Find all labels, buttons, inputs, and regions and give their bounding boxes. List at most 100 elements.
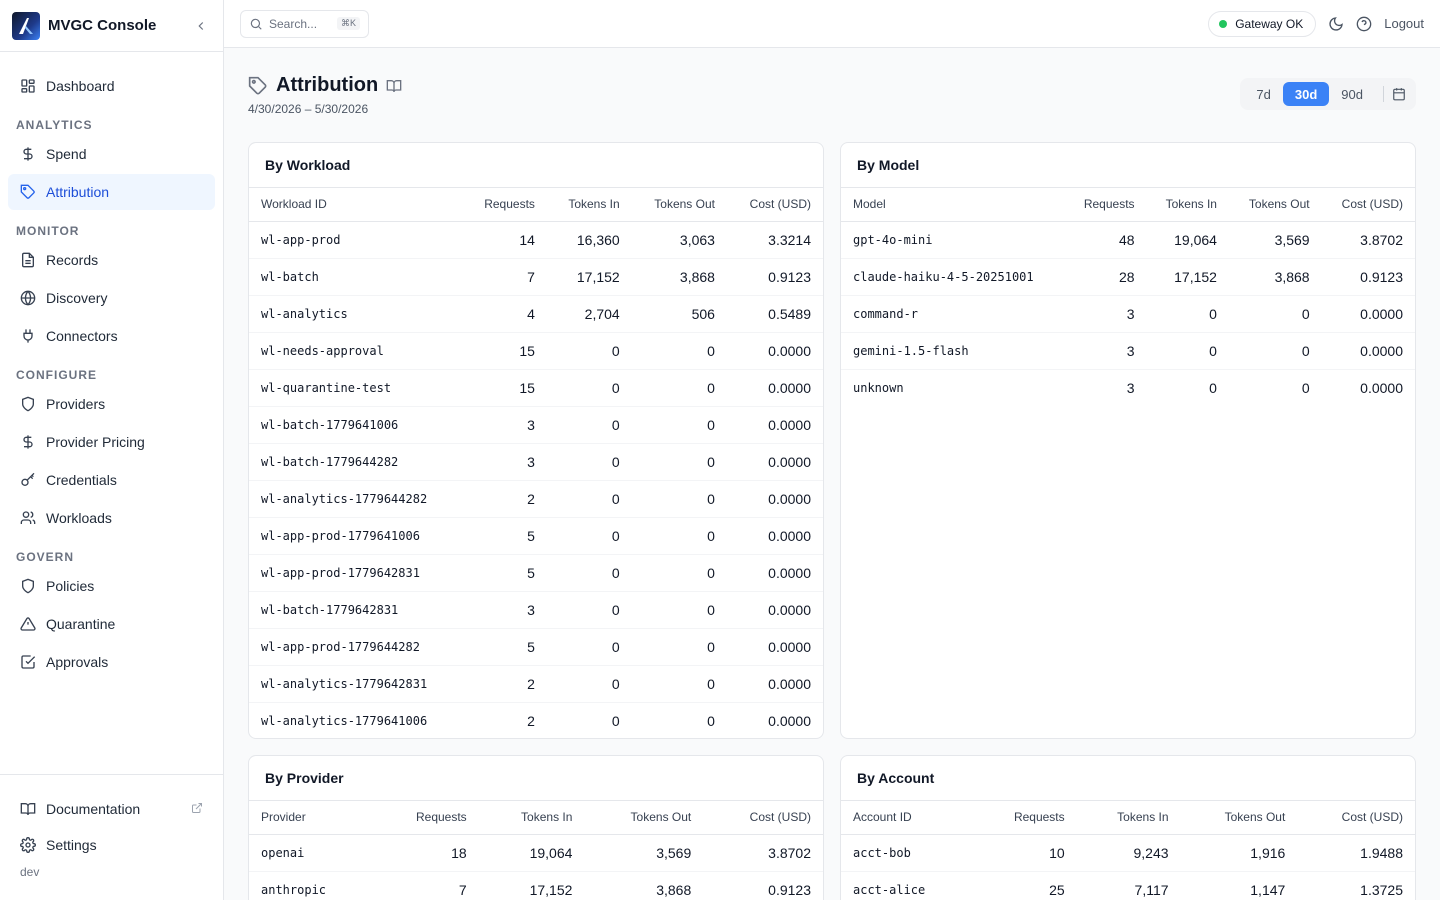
table-cell: 3.8702 — [703, 834, 823, 872]
column-header[interactable]: Tokens In — [546, 188, 632, 222]
table-cell: 15 — [462, 332, 547, 370]
range-30d-button[interactable]: 30d — [1282, 82, 1330, 106]
table-cell: 17,152 — [1146, 258, 1229, 296]
table-row[interactable]: wl-quarantine-test 15 0 0 0.0000 — [249, 369, 823, 407]
table-cell: wl-analytics-1779642831 — [249, 665, 463, 703]
sidebar-item-connectors[interactable]: Connectors — [8, 318, 215, 354]
sidebar-item-policies[interactable]: Policies — [8, 568, 215, 604]
column-header[interactable]: Requests — [1064, 188, 1147, 222]
table-row[interactable]: wl-app-prod-1779644282 5 0 0 0.0000 — [249, 628, 823, 666]
table-cell: 3 — [1064, 332, 1147, 370]
column-header[interactable]: Tokens In — [1146, 188, 1229, 222]
table-cell: 0.0000 — [726, 628, 823, 666]
table-row[interactable]: acct-alice 25 7,117 1,147 1.3725 — [841, 871, 1415, 900]
table-row[interactable]: gpt-4o-mini 48 19,064 3,569 3.8702 — [841, 221, 1415, 259]
file-icon — [20, 252, 36, 268]
table-cell: 0 — [631, 628, 727, 666]
table-cell: acct-bob — [841, 834, 974, 872]
table-cell: 3,868 — [1228, 258, 1322, 296]
column-header[interactable]: Tokens Out — [631, 188, 727, 222]
table-row[interactable]: wl-app-prod-1779641006 5 0 0 0.0000 — [249, 517, 823, 555]
table-cell: 5 — [462, 628, 547, 666]
column-header[interactable]: Requests — [973, 801, 1077, 835]
column-header[interactable]: Requests — [373, 801, 479, 835]
plug-icon — [20, 328, 36, 344]
table-cell: claude-haiku-4-5-20251001 — [841, 258, 1065, 296]
sidebar-item-discovery[interactable]: Discovery — [8, 280, 215, 316]
column-header[interactable]: Cost (USD) — [1321, 188, 1415, 222]
sidebar-item-provider-pricing[interactable]: Provider Pricing — [8, 424, 215, 460]
globe-icon — [20, 290, 36, 306]
search-placeholder: Search... — [269, 16, 318, 31]
settings-link[interactable]: Settings — [8, 827, 215, 863]
section-govern: GOVERN — [16, 550, 75, 564]
table-row[interactable]: wl-batch 7 17,152 3,868 0.9123 — [249, 258, 823, 296]
table-cell: wl-batch-1779641006 — [249, 406, 463, 444]
sidebar-item-approvals[interactable]: Approvals — [8, 644, 215, 680]
column-header[interactable]: Cost (USD) — [703, 801, 823, 835]
help-icon[interactable] — [1356, 16, 1372, 32]
column-header[interactable]: Cost (USD) — [726, 188, 823, 222]
table-row[interactable]: openai 18 19,064 3,569 3.8702 — [249, 834, 823, 872]
column-header[interactable]: Tokens Out — [1228, 188, 1322, 222]
table-row[interactable]: wl-batch-1779644282 3 0 0 0.0000 — [249, 443, 823, 481]
table-row[interactable]: acct-bob 10 9,243 1,916 1.9488 — [841, 834, 1415, 872]
settings-label: Settings — [46, 837, 97, 853]
table-row[interactable]: wl-app-prod-1779642831 5 0 0 0.0000 — [249, 554, 823, 592]
table-cell: 3 — [462, 406, 547, 444]
table-row[interactable]: claude-haiku-4-5-20251001 28 17,152 3,868 0.… — [841, 258, 1415, 296]
sidebar-item-records[interactable]: Records — [8, 242, 215, 278]
gateway-status-badge[interactable]: Gateway OK — [1208, 10, 1317, 37]
column-header[interactable]: Workload ID — [249, 188, 463, 222]
table-row[interactable]: anthropic 7 17,152 3,868 0.9123 — [249, 871, 823, 900]
table-cell: 3.3214 — [726, 221, 823, 259]
table-row[interactable]: wl-batch-1779641006 3 0 0 0.0000 — [249, 406, 823, 444]
search-input[interactable]: Search... ⌘K — [240, 9, 369, 38]
table-row[interactable]: wl-batch-1779642831 3 0 0 0.0000 — [249, 591, 823, 629]
table-row[interactable]: wl-analytics-1779644282 2 0 0 0.0000 — [249, 480, 823, 518]
table-row[interactable]: command-r 3 0 0 0.0000 — [841, 295, 1415, 333]
documentation-link[interactable]: Documentation — [8, 791, 215, 827]
column-header[interactable]: Model — [841, 188, 1065, 222]
sidebar-item-providers[interactable]: Providers — [8, 386, 215, 422]
table-row[interactable]: wl-analytics-1779642831 2 0 0 0.0000 — [249, 665, 823, 703]
range-90d-button[interactable]: 90d — [1341, 86, 1363, 102]
table-cell: unknown — [853, 380, 904, 395]
sidebar-item-dashboard[interactable]: Dashboard — [8, 68, 215, 104]
table-row[interactable]: wl-analytics-1779641006 2 0 0 0.0000 — [249, 702, 823, 738]
range-7d-button[interactable]: 7d — [1256, 86, 1271, 102]
sidebar-item-spend[interactable]: Spend — [8, 136, 215, 172]
column-header[interactable]: Tokens In — [1076, 801, 1181, 835]
sidebar-item-workloads[interactable]: Workloads — [8, 500, 215, 536]
topbar: Search... ⌘K Gateway OK Logout — [224, 0, 1440, 48]
table-row[interactable]: unknown 3 0 0 0.0000 — [841, 369, 1415, 406]
column-header[interactable]: Tokens Out — [584, 801, 704, 835]
sidebar-item-label: Discovery — [46, 290, 108, 306]
table-row[interactable]: gemini-1.5-flash 3 0 0 0.0000 — [841, 332, 1415, 370]
card-title: By Model — [841, 143, 1415, 188]
table-cell: 0 — [1228, 295, 1322, 333]
sidebar-item-quarantine[interactable]: Quarantine — [8, 606, 215, 642]
column-header[interactable]: Cost (USD) — [1297, 801, 1415, 835]
sidebar-item-attribution[interactable]: Attribution — [8, 174, 215, 210]
table-cell: 1.3725 — [1360, 881, 1403, 898]
table-cell: 0.0000 — [726, 406, 823, 444]
table-cell: 2,704 — [546, 295, 632, 333]
sidebar-item-credentials[interactable]: Credentials — [8, 462, 215, 498]
collapse-sidebar-icon[interactable] — [191, 16, 211, 36]
table-cell: 0.9123 — [726, 258, 823, 296]
column-header[interactable]: Account ID — [841, 801, 974, 835]
column-header[interactable]: Requests — [462, 188, 547, 222]
column-header[interactable]: Tokens Out — [1180, 801, 1298, 835]
table-cell: 10 — [973, 834, 1077, 872]
book-icon[interactable] — [386, 78, 402, 94]
table-cell: 5 — [462, 554, 547, 592]
column-header[interactable]: Tokens In — [478, 801, 585, 835]
table-row[interactable]: wl-app-prod 14 16,360 3,063 3.3214 — [249, 221, 823, 259]
table-row[interactable]: wl-analytics 4 2,704 506 0.5489 — [249, 295, 823, 333]
calendar-icon[interactable] — [1392, 87, 1406, 101]
logout-button[interactable]: Logout — [1384, 16, 1424, 31]
column-header[interactable]: Provider — [249, 801, 374, 835]
moon-icon[interactable] — [1328, 16, 1344, 32]
table-row[interactable]: wl-needs-approval 15 0 0 0.0000 — [249, 332, 823, 370]
